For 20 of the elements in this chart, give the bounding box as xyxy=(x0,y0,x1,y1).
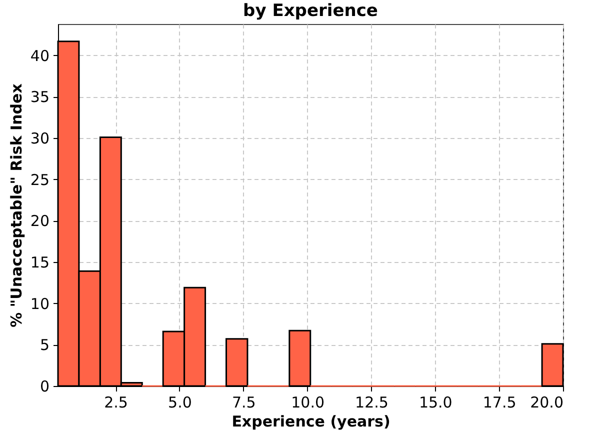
x-tick-label: 17.5 xyxy=(482,394,516,412)
x-tick-label: 12.5 xyxy=(355,394,388,412)
y-tick-label: 40 xyxy=(30,46,50,65)
y-tick-label: 10 xyxy=(30,294,50,313)
x-tick-label: 2.5 xyxy=(104,394,128,412)
y-tick-label: 5 xyxy=(40,336,50,354)
x-tick-label: 10.0 xyxy=(291,394,325,412)
x-tick-label: 5.0 xyxy=(168,394,192,412)
y-axis-title: % "Unacceptable" Risk Index xyxy=(7,83,26,328)
x-tick-label: 15.0 xyxy=(418,394,452,412)
y-tick-label: 35 xyxy=(30,88,50,106)
y-tick-label: 30 xyxy=(30,130,50,148)
x-tick-label: 20.0 xyxy=(530,394,564,412)
x-tick-label: 7.5 xyxy=(232,394,256,412)
y-tick-label: 25 xyxy=(30,170,50,189)
y-tick-label: 0 xyxy=(40,378,50,396)
y-tick-label: 15 xyxy=(30,254,50,272)
y-tick-label: 20 xyxy=(30,212,50,230)
x-axis-title: Experience (years) xyxy=(232,412,390,430)
chart-title: by Experience xyxy=(243,1,378,21)
